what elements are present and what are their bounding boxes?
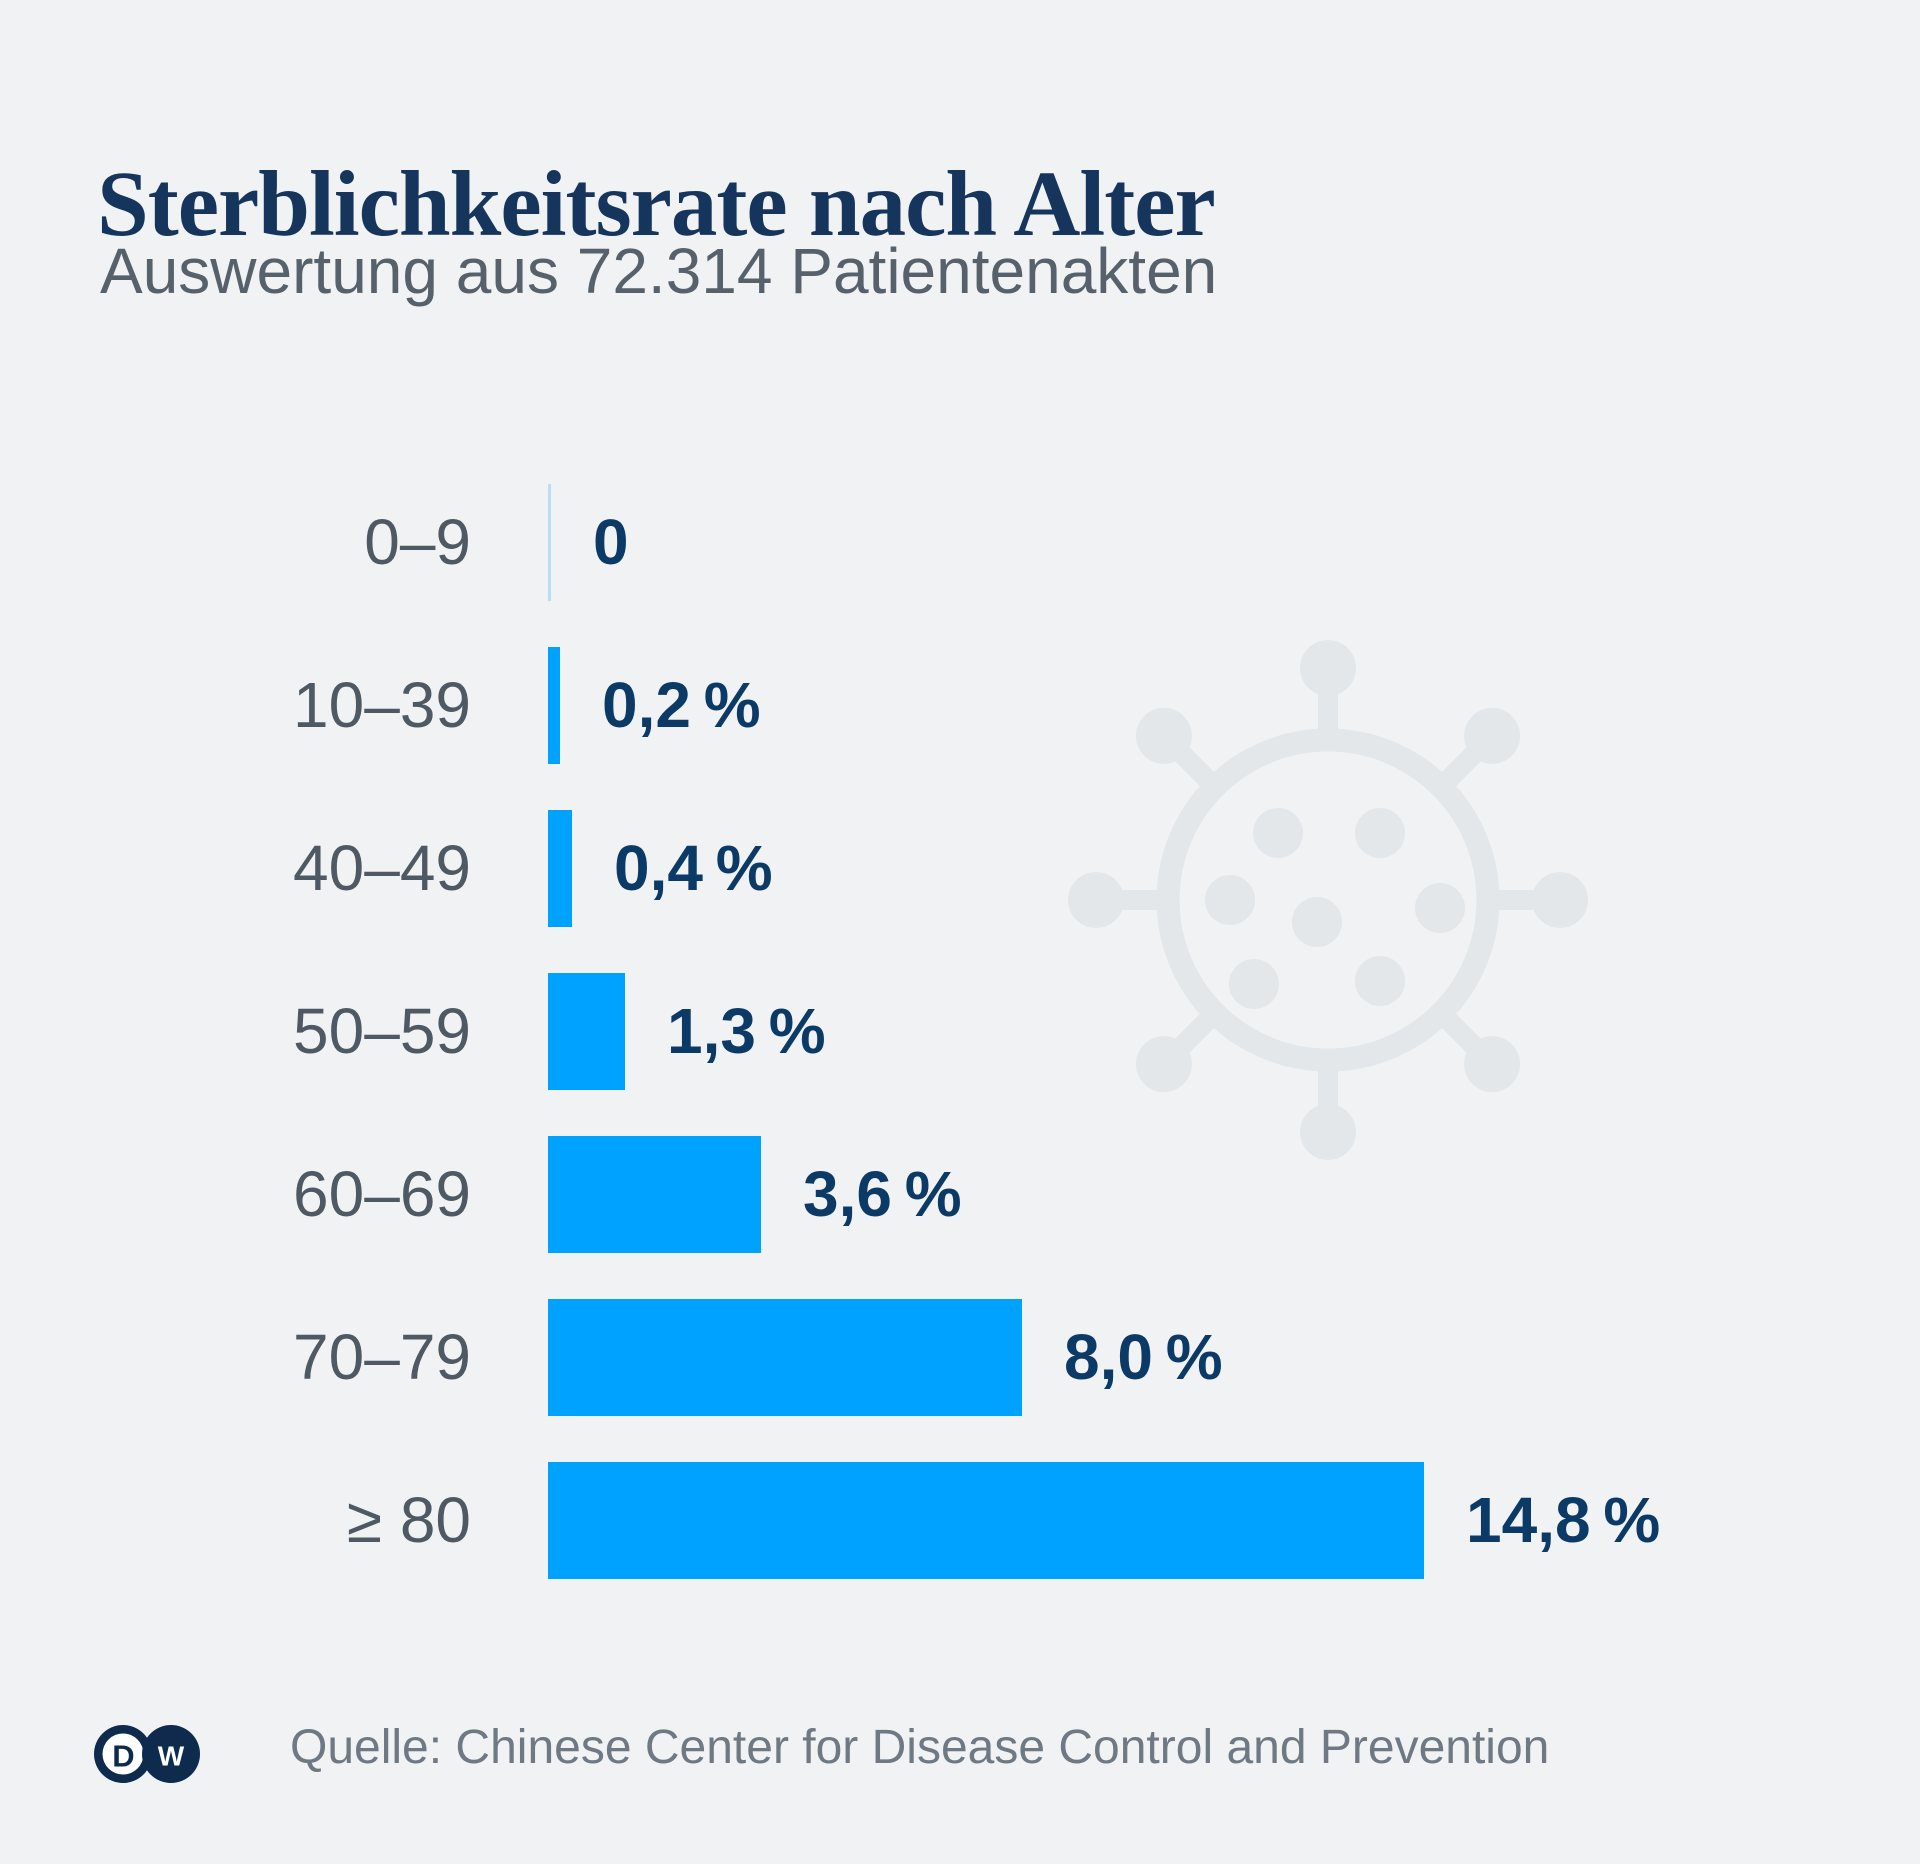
source-text: Quelle: Chinese Center for Disease Contr… [290, 1721, 1550, 1774]
category-label: 70–79 [293, 1321, 471, 1393]
category-label: 40–49 [293, 832, 471, 904]
value-label: 3,6 % [803, 1158, 962, 1230]
value-label: 0,2 % [602, 669, 761, 741]
bar [548, 1136, 761, 1253]
chart-row: 40–49 0,4 % [0, 810, 1920, 927]
category-label: 0–9 [364, 506, 471, 578]
dw-logo-letter-w: W [158, 1741, 185, 1772]
value-label: 1,3 % [667, 995, 826, 1067]
value-label: 8,0 % [1064, 1321, 1223, 1393]
chart-row: 50–59 1,3 % [0, 973, 1920, 1090]
category-label: 60–69 [293, 1158, 471, 1230]
value-label: 0,4 % [614, 832, 773, 904]
coronavirus-watermark-icon [1068, 640, 1588, 1160]
chart-row: 10–39 0,2 % [0, 647, 1920, 764]
page-title: Sterblichkeitsrate nach Alter [97, 153, 1216, 257]
chart-row: 60–69 3,6 % [0, 1136, 1920, 1253]
bar [548, 973, 625, 1090]
category-label: 50–59 [293, 995, 471, 1067]
bar [548, 810, 572, 927]
chart-row: ≥ 80 14,8 % [0, 1462, 1920, 1579]
dw-logo-letter-d: D [112, 1739, 134, 1774]
category-label: ≥ 80 [346, 1484, 471, 1556]
bar [548, 647, 560, 764]
value-label: 14,8 % [1466, 1484, 1661, 1556]
category-label: 10–39 [293, 669, 471, 741]
chart-row: 70–79 8,0 % [0, 1299, 1920, 1416]
bar [548, 1299, 1022, 1416]
bar [548, 1462, 1424, 1579]
dw-logo: D W [94, 1725, 200, 1783]
zero-bar [548, 484, 551, 601]
subtitle: Auswertung aus 72.314 Patientenakten [100, 235, 1218, 307]
chart-row: 0–9 0 [0, 484, 1920, 601]
value-label: 0 [593, 506, 629, 578]
